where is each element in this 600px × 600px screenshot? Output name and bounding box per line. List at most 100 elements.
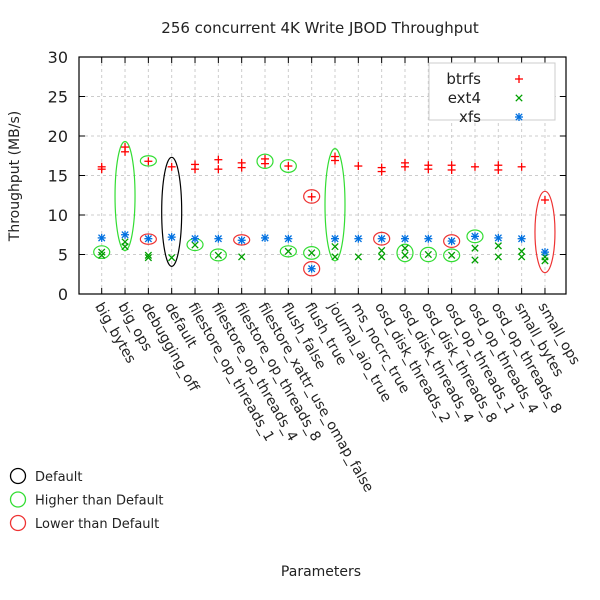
annotation-ellipse-lower bbox=[443, 234, 461, 248]
point-ext4 bbox=[541, 257, 549, 265]
circle-legend-label-lower: Lower than Default bbox=[35, 517, 159, 532]
point-ext4 bbox=[378, 246, 386, 255]
point-ext4 bbox=[98, 248, 106, 256]
point-btrfs bbox=[284, 162, 293, 171]
point-xfs bbox=[167, 233, 176, 242]
point-ext4 bbox=[471, 244, 479, 252]
point-ext4 bbox=[401, 251, 409, 259]
point-ext4 bbox=[401, 244, 409, 252]
point-btrfs bbox=[214, 165, 223, 174]
point-ext4 bbox=[144, 251, 153, 259]
point-xfs bbox=[470, 232, 479, 241]
circle-legend-icon-lower bbox=[9, 514, 27, 532]
point-xfs bbox=[494, 233, 503, 242]
chart-title: 256 concurrent 4K Write JBOD Throughput bbox=[161, 19, 479, 37]
annotation-ellipse-higher bbox=[93, 245, 111, 260]
point-ext4 bbox=[331, 242, 339, 251]
point-btrfs bbox=[237, 163, 246, 172]
annotation-ellipse-higher bbox=[279, 159, 297, 173]
point-xfs bbox=[424, 234, 433, 243]
y-axis-label: Throughput (MB/s) bbox=[7, 111, 23, 242]
legend-marker-btrfs bbox=[515, 75, 523, 83]
annotation-ellipse-lower bbox=[303, 189, 321, 204]
annotation-ellipse-lower bbox=[303, 261, 321, 277]
point-btrfs bbox=[540, 195, 549, 204]
point-xfs bbox=[400, 234, 409, 243]
point-btrfs bbox=[494, 165, 503, 174]
annotation-ellipse-higher bbox=[303, 245, 321, 260]
point-ext4 bbox=[331, 253, 339, 261]
circle-legend-label-default: Default bbox=[35, 470, 83, 485]
legend-label-btrfs: btrfs bbox=[446, 70, 481, 88]
point-btrfs bbox=[470, 162, 479, 171]
point-btrfs bbox=[331, 156, 339, 165]
point-ext4 bbox=[447, 251, 456, 259]
point-xfs bbox=[121, 230, 130, 239]
legend-box bbox=[428, 62, 556, 121]
point-ext4 bbox=[354, 253, 362, 261]
annotation-ellipse-higher bbox=[466, 229, 484, 244]
circle-legend-label-higher: Higher than Default bbox=[35, 494, 164, 509]
annotation-ellipse-lower bbox=[139, 233, 157, 245]
point-btrfs bbox=[214, 155, 223, 164]
legend-label-ext4: ext4 bbox=[448, 89, 481, 107]
y-tick-label: 25 bbox=[48, 88, 68, 107]
annotation-ellipse-higher bbox=[114, 140, 136, 252]
point-xfs bbox=[261, 233, 270, 242]
point-ext4 bbox=[284, 247, 292, 255]
point-ext4 bbox=[471, 256, 479, 264]
point-btrfs bbox=[377, 167, 386, 176]
point-btrfs bbox=[517, 162, 526, 171]
point-btrfs bbox=[400, 162, 409, 171]
point-btrfs bbox=[447, 165, 456, 174]
point-btrfs bbox=[144, 157, 153, 166]
point-ext4 bbox=[494, 242, 502, 250]
y-tick-label: 30 bbox=[48, 48, 68, 67]
point-btrfs bbox=[97, 165, 106, 174]
annotation-ellipse-higher bbox=[256, 153, 274, 169]
point-ext4 bbox=[121, 242, 129, 251]
y-tick-label: 0 bbox=[58, 285, 68, 304]
plot-frame bbox=[78, 56, 567, 295]
point-btrfs bbox=[191, 165, 200, 174]
point-ext4 bbox=[308, 249, 316, 257]
point-xfs bbox=[377, 234, 386, 243]
legend-marker-ext4 bbox=[515, 94, 523, 102]
annotation-ellipse-higher bbox=[209, 248, 227, 262]
y-tick-label: 5 bbox=[58, 246, 68, 265]
legend-marker-xfs bbox=[515, 113, 523, 121]
x-axis-label: Parameters bbox=[281, 564, 361, 580]
y-tick-label: 15 bbox=[48, 167, 68, 186]
point-ext4 bbox=[144, 254, 153, 262]
annotation-ellipse-lower bbox=[373, 231, 391, 246]
data-points bbox=[97, 143, 549, 273]
point-ext4 bbox=[378, 253, 386, 261]
point-xfs bbox=[284, 234, 293, 243]
point-xfs bbox=[237, 236, 246, 245]
point-ext4 bbox=[238, 253, 246, 261]
point-ext4 bbox=[191, 241, 199, 249]
annotation-ellipse-higher bbox=[324, 148, 346, 262]
y-tick-label: 10 bbox=[48, 206, 68, 225]
point-ext4 bbox=[424, 250, 432, 259]
point-xfs bbox=[307, 264, 316, 273]
point-btrfs bbox=[424, 165, 433, 174]
point-btrfs bbox=[354, 162, 363, 171]
point-btrfs bbox=[261, 159, 270, 168]
point-xfs bbox=[354, 234, 363, 243]
point-xfs bbox=[191, 234, 200, 243]
point-xfs bbox=[331, 234, 339, 243]
x-axis-ticks: big_bytesbig_opsdebugging_offdefaultfile… bbox=[91, 57, 583, 495]
circle-legend-icon-higher bbox=[9, 491, 27, 508]
point-btrfs bbox=[307, 192, 316, 201]
annotation-ellipse-lower bbox=[233, 234, 251, 246]
y-axis-ticks: 0 5 10 15 20 25 30 bbox=[48, 48, 566, 304]
legend-label-xfs: xfs bbox=[459, 108, 481, 126]
annotation-ellipse-higher bbox=[419, 246, 437, 263]
annotation-ellipse-higher bbox=[279, 245, 297, 258]
annotation-ellipse-higher bbox=[139, 155, 157, 167]
y-tick-label: 20 bbox=[48, 127, 68, 146]
point-xfs bbox=[97, 233, 106, 242]
